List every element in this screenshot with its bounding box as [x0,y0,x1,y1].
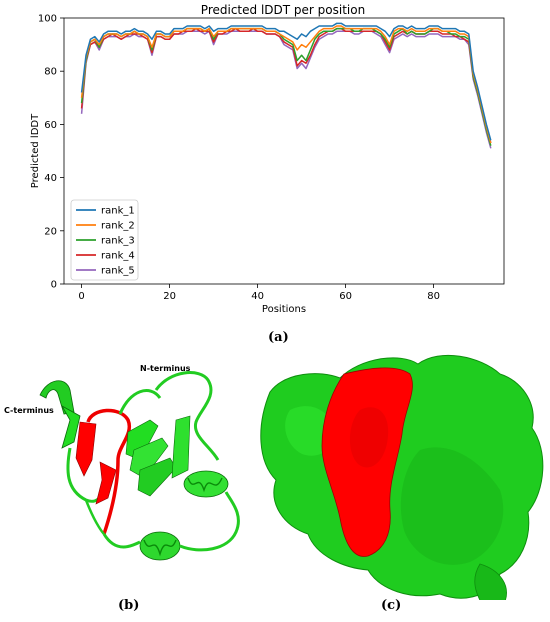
sheet-strand-3 [137,457,177,497]
highlight-strand-1 [75,421,97,477]
cartoon-structure: C-terminus N-terminus [4,364,240,561]
legend-entry: rank_1 [101,206,135,217]
c-terminal-strand [39,380,75,415]
legend-entry: rank_4 [101,251,135,262]
legend-entry: rank_5 [101,266,135,277]
n-terminus-label: N-terminus [140,364,191,373]
helix-1 [183,470,229,498]
helix-1-turns [187,477,223,493]
bottom-loop [102,491,240,552]
protein-structure-figures: C-terminus N-terminus [4,354,544,600]
legend-entry: rank_2 [101,221,135,232]
panel-label-a: (a) [268,330,289,345]
surface-lower-lobe [474,563,507,600]
lddt-line-chart: Predicted lDDT per position 0 20 40 60 80 0 2… [30,3,505,315]
y-tick-label: 40 [44,173,57,184]
x-tick-label: 40 [251,291,264,302]
legend: rank_1 rank_2 rank_3 rank_4 rank_5 [70,199,139,281]
y-axis: 0 20 40 60 80 100 [38,14,64,291]
c-terminal-arrow [60,404,81,449]
highlight-loop [86,408,132,535]
top-loop [118,389,162,415]
lower-left-loop [84,499,105,535]
c-terminus-label: C-terminus [4,406,54,415]
panel-label-c: (c) [381,598,402,613]
sheet-strand-4 [171,415,191,479]
highlight-strand-2 [95,461,117,505]
series-line-rank-2 [80,25,492,144]
x-axis: 0 20 40 60 80 [78,284,440,302]
y-tick-label: 0 [51,280,57,291]
panel-label-b: (b) [118,598,140,613]
series-lines [80,22,492,149]
legend-entry: rank_3 [101,236,135,247]
y-axis-label: Predicted lDDT [30,113,41,188]
surface-structure [260,354,544,600]
y-tick-label: 20 [44,226,57,237]
chart-title: Predicted lDDT per position [201,3,365,17]
surface-shading [400,447,504,565]
y-tick-label: 100 [38,14,57,25]
y-tick-label: 60 [44,120,57,131]
x-tick-label: 0 [78,291,84,302]
x-axis-label: Positions [262,304,306,315]
series-line-rank-1 [80,22,492,141]
x-tick-label: 60 [339,291,352,302]
x-tick-label: 80 [427,291,440,302]
sheet-strand-2 [129,437,169,479]
helix-2-turns [143,539,177,557]
legend-box [70,199,139,281]
x-tick-label: 20 [163,291,176,302]
surface-highlight-shading [349,407,389,468]
n-terminal-loop [154,371,220,461]
y-tick-label: 80 [44,67,57,78]
